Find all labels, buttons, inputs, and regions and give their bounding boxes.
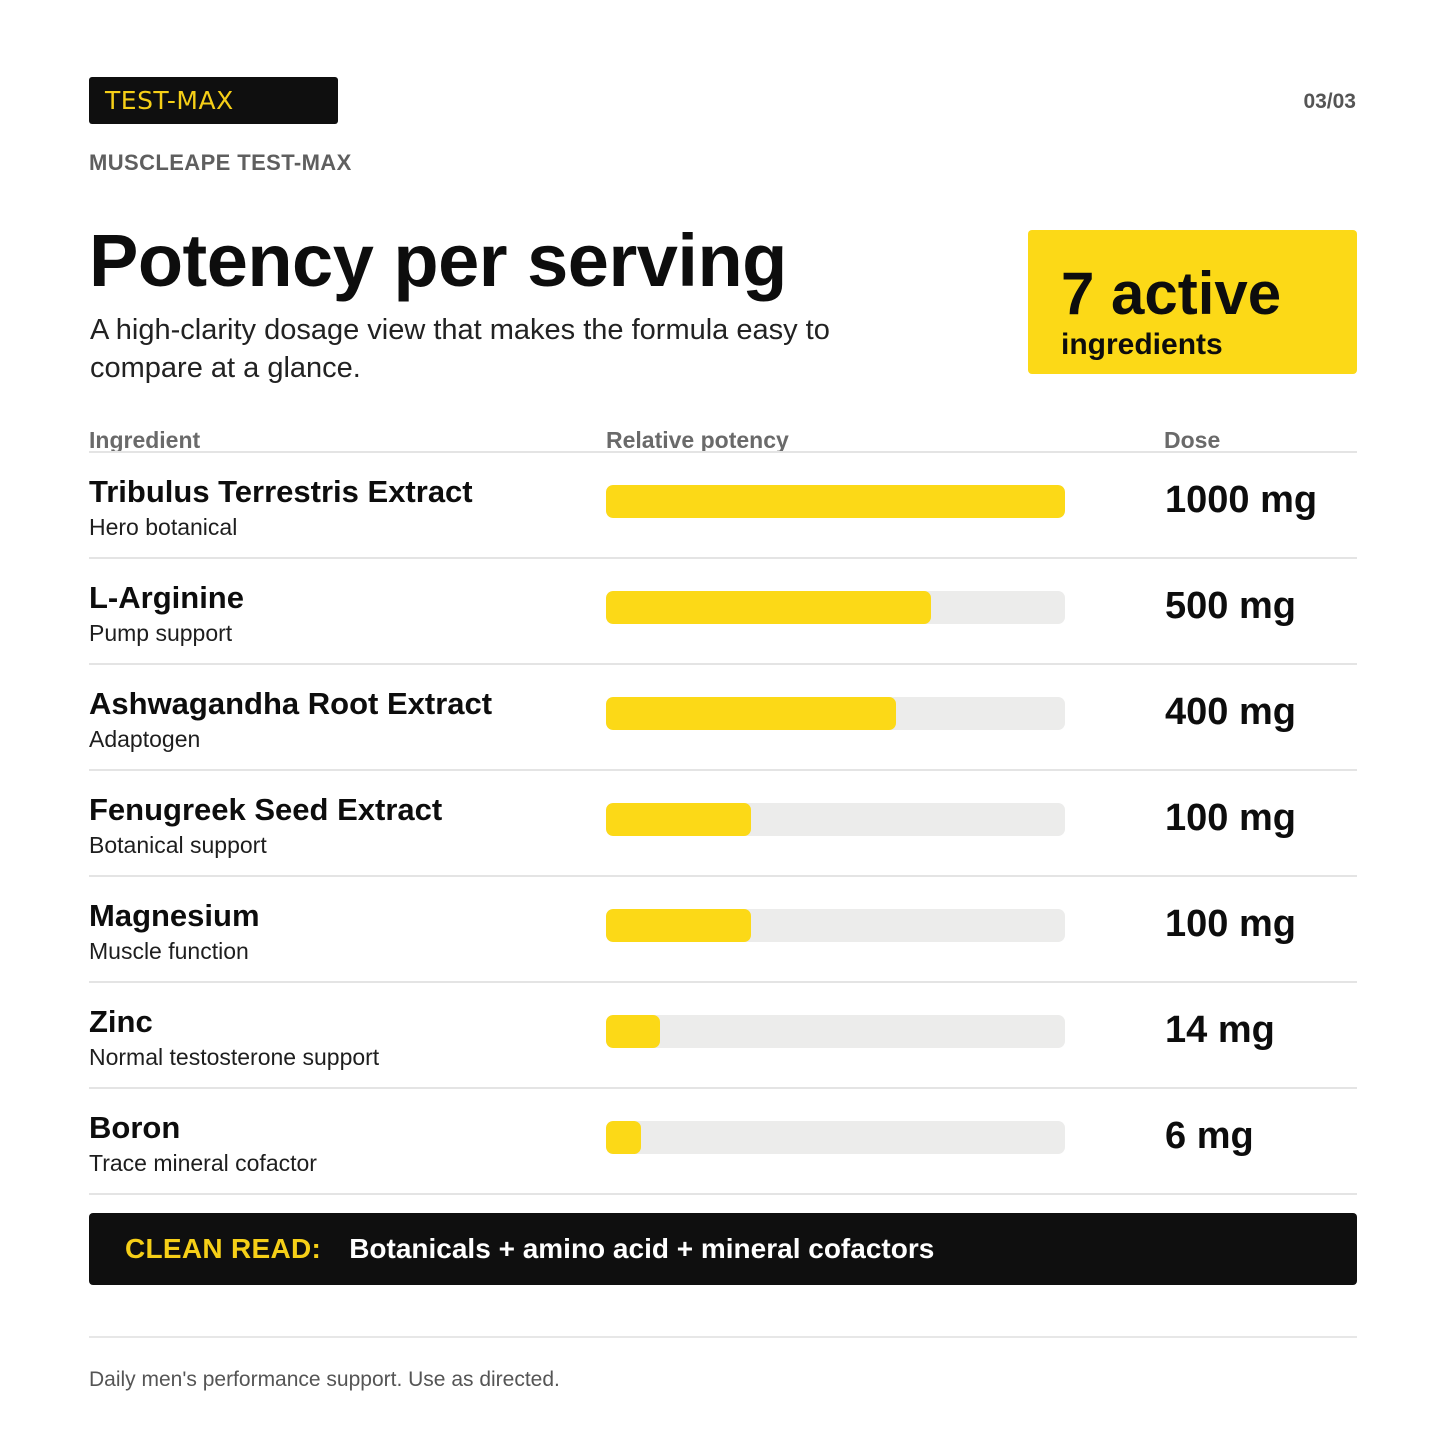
ingredient-row: Magnesium Muscle function 100 mg xyxy=(89,877,1357,983)
ingredient-row: Ashwagandha Root Extract Adaptogen 400 m… xyxy=(89,665,1357,771)
potency-track xyxy=(606,1121,1065,1154)
ingredient-role: Muscle function xyxy=(89,938,249,964)
potency-bar xyxy=(606,1121,642,1154)
ingredient-role: Pump support xyxy=(89,620,233,646)
clean-read-callout: CLEAN READ: Botanicals + amino acid + mi… xyxy=(89,1213,1357,1285)
ingredient-row: L-Arginine Pump support 500 mg xyxy=(89,559,1357,665)
potency-bar xyxy=(606,485,1065,518)
ingredient-count-card: 7 active ingredients xyxy=(1028,230,1357,374)
potency-track xyxy=(606,909,1065,942)
potency-track xyxy=(606,803,1065,836)
ingredient-name: Boron xyxy=(89,1110,181,1145)
ingredient-row: Zinc Normal testosterone support 14 mg xyxy=(89,983,1357,1089)
ingredient-row: Tribulus Terrestris Extract Hero botanic… xyxy=(89,453,1357,559)
ingredient-count: 7 active xyxy=(1061,260,1282,327)
potency-bar xyxy=(606,909,752,942)
ingredient-role: Normal testosterone support xyxy=(89,1044,380,1070)
potency-bar xyxy=(606,697,897,730)
callout-label: CLEAN READ: xyxy=(125,1233,322,1264)
ingredient-role: Hero botanical xyxy=(89,514,238,540)
potency-bar xyxy=(606,1015,661,1048)
potency-track xyxy=(606,485,1065,518)
column-header-dose: Dose xyxy=(1164,427,1221,453)
dose-value: 400 mg xyxy=(1165,691,1296,733)
dose-value: 14 mg xyxy=(1165,1009,1275,1051)
dose-value: 100 mg xyxy=(1165,903,1296,945)
brand-tag: TEST-MAX xyxy=(89,77,338,124)
page-indicator: 03/03 xyxy=(1303,90,1356,113)
potency-bar xyxy=(606,803,752,836)
ingredient-name: Tribulus Terrestris Extract xyxy=(89,474,473,509)
column-header-ingredient: Ingredient xyxy=(89,427,201,453)
potency-chart: Tribulus Terrestris Extract Hero botanic… xyxy=(89,453,1357,1195)
dose-value: 6 mg xyxy=(1165,1115,1254,1157)
page-subtitle: A high-clarity dosage view that makes th… xyxy=(90,314,830,384)
ingredient-role: Botanical support xyxy=(89,832,267,858)
ingredient-name: Ashwagandha Root Extract xyxy=(89,686,493,721)
footer-note: Daily men's performance support. Use as … xyxy=(89,1368,560,1391)
ingredient-count-label: ingredients xyxy=(1061,328,1223,361)
ingredient-role: Trace mineral cofactor xyxy=(89,1150,317,1176)
dose-value: 1000 mg xyxy=(1165,479,1318,521)
footer-divider xyxy=(89,1336,1357,1338)
ingredient-row: Boron Trace mineral cofactor 6 mg xyxy=(89,1089,1357,1195)
ingredient-name: L-Arginine xyxy=(89,580,244,615)
ingredient-row: Fenugreek Seed Extract Botanical support… xyxy=(89,771,1357,877)
ingredient-name: Magnesium xyxy=(89,898,260,933)
dose-value: 500 mg xyxy=(1165,585,1296,627)
potency-track xyxy=(606,697,1065,730)
potency-track xyxy=(606,1015,1065,1048)
potency-bar xyxy=(606,591,931,624)
dose-value: 100 mg xyxy=(1165,797,1296,839)
ingredient-name: Fenugreek Seed Extract xyxy=(89,792,443,827)
brand-tag-label: TEST-MAX xyxy=(105,86,234,115)
potency-track xyxy=(606,591,1065,624)
product-name: MUSCLEAPE TEST-MAX xyxy=(89,150,352,175)
column-header-relative-potency: Relative potency xyxy=(606,427,789,453)
ingredient-role: Adaptogen xyxy=(89,726,201,752)
header-divider xyxy=(89,451,1357,453)
callout-text: Botanicals + amino acid + mineral cofact… xyxy=(349,1233,935,1264)
ingredient-name: Zinc xyxy=(89,1004,153,1039)
page-title: Potency per serving xyxy=(89,219,787,302)
